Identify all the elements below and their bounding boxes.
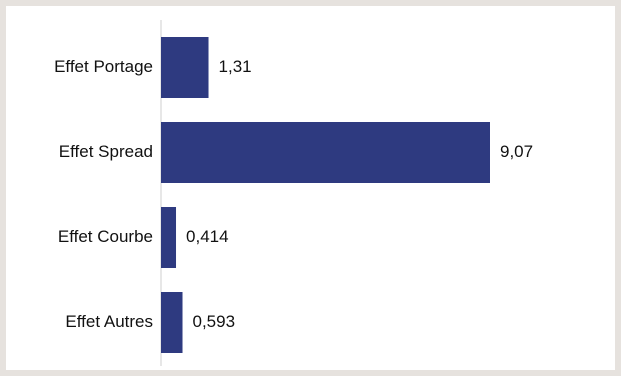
category-label: Effet Courbe (58, 227, 153, 246)
value-label: 9,07 (500, 142, 533, 161)
bar (161, 122, 490, 183)
value-label: 1,31 (219, 57, 252, 76)
value-label: 0,414 (186, 227, 229, 246)
category-label: Effet Autres (65, 312, 153, 331)
value-label: 0,593 (193, 312, 236, 331)
category-label: Effet Spread (59, 142, 153, 161)
category-label: Effet Portage (54, 57, 153, 76)
panel (6, 6, 615, 370)
bar (161, 207, 177, 268)
bar (161, 37, 209, 98)
bar (161, 292, 183, 353)
